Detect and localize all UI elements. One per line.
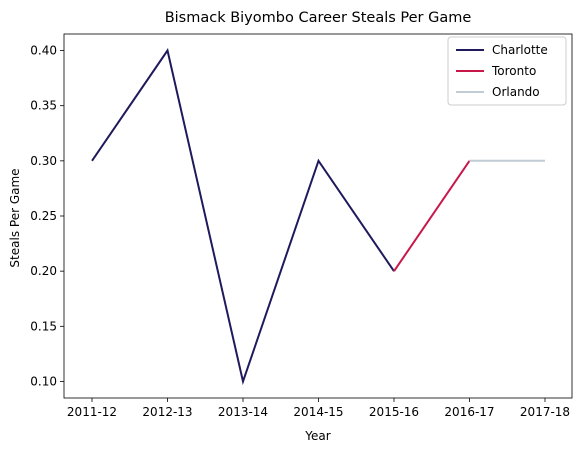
x-tick-label: 2016-17	[444, 405, 494, 419]
y-axis-label: Steals Per Game	[8, 168, 22, 267]
y-tick-label: 0.25	[30, 209, 57, 223]
y-tick-label: 0.15	[30, 319, 57, 333]
y-tick-label: 0.40	[30, 44, 57, 58]
legend-label-toronto: Toronto	[491, 64, 536, 78]
legend-box	[447, 36, 567, 106]
y-axis: 0.10 0.15 0.20 0.25 0.30 0.35 0.40	[30, 44, 64, 388]
legend: Charlotte Toronto Orlando	[447, 36, 567, 106]
x-tick-label: 2012-13	[142, 405, 192, 419]
x-tick-label: 2011-12	[67, 405, 117, 419]
chart-title: Bismack Biyombo Career Steals Per Game	[165, 10, 472, 26]
x-tick-label: 2017-18	[520, 405, 570, 419]
y-tick-label: 0.35	[30, 99, 57, 113]
x-axis: 2011-12 2012-13 2013-14 2014-15 2015-16 2016-…	[67, 398, 570, 419]
y-tick-label: 0.30	[30, 154, 57, 168]
legend-label-charlotte: Charlotte	[492, 43, 548, 57]
series-line-toronto	[393, 160, 471, 272]
y-tick-label: 0.10	[30, 374, 57, 388]
x-tick-label: 2014-15	[293, 405, 343, 419]
x-tick-label: 2013-14	[218, 405, 268, 419]
x-tick-label: 2015-16	[369, 405, 419, 419]
y-tick-label: 0.20	[30, 264, 57, 278]
legend-label-orlando: Orlando	[492, 85, 540, 99]
series-line-charlotte	[91, 48, 395, 386]
x-axis-label: Year	[304, 429, 330, 443]
